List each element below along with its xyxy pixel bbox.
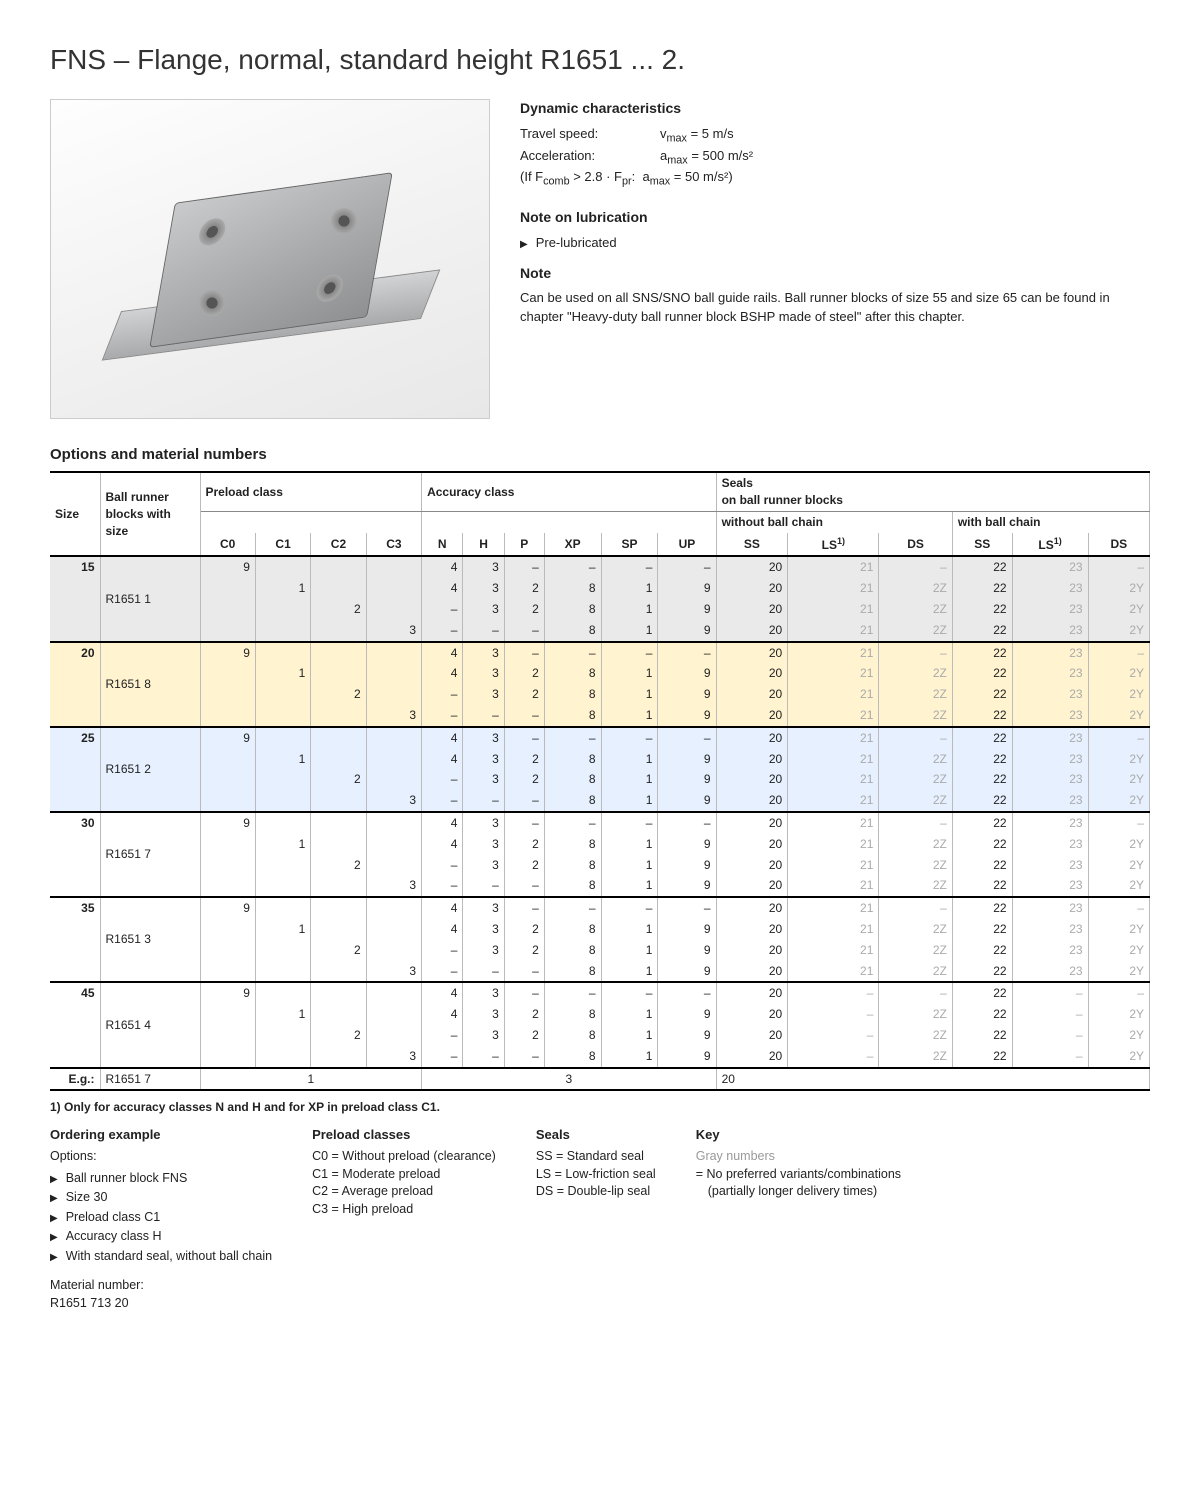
preload-lines: C0 = Without preload (clearance)C1 = Mod… [312,1148,496,1218]
ordering-sub: Options: [50,1148,272,1166]
note-text: Can be used on all SNS/SNO ball guide ra… [520,289,1150,325]
key-text: = No preferred variants/combinations (pa… [696,1166,936,1201]
col-wb: with ball chain [952,511,1149,532]
col-seals: Sealson ball runner blocks [716,472,1149,511]
note-heading: Note [520,264,1150,284]
key-sub: Gray numbers [696,1148,936,1166]
options-table: Size Ball runner blocks with size Preloa… [50,471,1150,1091]
col-preload: Preload class [200,472,422,511]
ordering-h: Ordering example [50,1126,272,1144]
ordering-list: Ball runner block FNSSize 30Preload clas… [50,1170,272,1266]
lub-list: Pre-lubricated [520,234,1150,252]
bottom-section: Ordering example Options: Ball runner bl… [50,1126,1150,1312]
dyn-condition: (If Fcomb > 2.8 · Fpr: amax = 50 m/s²) [520,168,1150,190]
col-wo: without ball chain [716,511,952,532]
dyn-heading: Dynamic characteristics [520,99,1150,119]
key-h: Key [696,1126,936,1144]
product-image [50,99,490,419]
preload-h: Preload classes [312,1126,496,1144]
table-heading: Options and material numbers [50,444,1150,465]
dyn-rows: Travel speed:vmax = 5 m/sAcceleration:am… [520,125,1150,169]
page-title: FNS – Flange, normal, standard height R1… [50,40,1150,79]
col-accuracy: Accuracy class [422,472,717,511]
lub-heading: Note on lubrication [520,208,1150,228]
col-size: Size [50,472,100,556]
matnum-value: R1651 713 20 [50,1295,272,1313]
seals-h: Seals [536,1126,656,1144]
col-brb: Ball runner blocks with size [100,472,200,556]
seals-lines: SS = Standard sealLS = Low-friction seal… [536,1148,656,1201]
footnote: 1) Only for accuracy classes N and H and… [50,1099,1150,1116]
matnum-label: Material number: [50,1277,272,1295]
